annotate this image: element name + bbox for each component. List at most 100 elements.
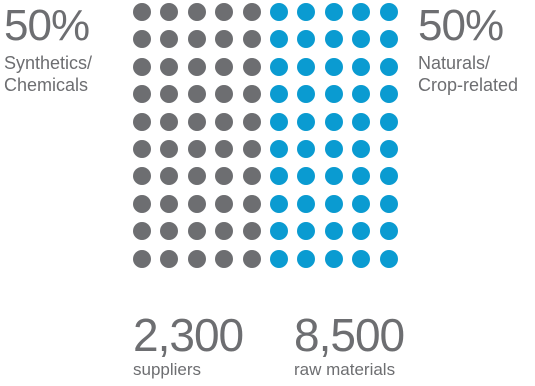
naturals-dot [352,85,371,104]
naturals-dot [352,222,371,241]
synthetics-label-line1: Synthetics/ [4,53,93,73]
synthetics-dot [133,30,151,49]
naturals-dot [379,167,398,186]
naturals-dot [270,194,288,213]
synthetics-dot [215,30,234,49]
synthetics-dot [133,57,151,76]
naturals-label-line1: Naturals/ [418,53,491,73]
synthetics-dot [187,112,206,131]
naturals-dot [324,112,343,131]
naturals-dot [379,140,398,158]
naturals-dot [352,112,371,131]
naturals-dot [270,140,288,158]
synthetics-dot [133,194,151,213]
naturals-dot [352,167,371,186]
synthetics-percent: 50% [4,1,90,50]
synthetics-dot [133,85,151,104]
synthetics-dot [133,249,151,268]
naturals-dot [324,249,343,268]
naturals-dot [297,112,316,131]
naturals-dot [270,222,288,241]
naturals-dot [297,85,316,104]
naturals-dot [324,140,343,158]
synthetics-dot [160,112,179,131]
naturals-dot [352,249,371,268]
synthetics-dot [215,222,234,241]
naturals-dot [270,57,288,76]
synthetics-dot [160,249,179,268]
naturals-dot [379,30,398,49]
synthetics-dot [133,112,151,131]
raw-materials-count-label: raw materials [294,360,396,379]
synthetics-dot [187,85,206,104]
naturals-dot [352,140,371,158]
synthetics-dot [133,3,151,21]
raw-materials-count: 8,500 raw materials [294,309,405,380]
synthetics-dot [133,222,151,241]
naturals-dot [379,222,398,241]
synthetics-dot [160,194,179,213]
naturals-dot [297,30,316,49]
synthetics-dot [160,167,179,186]
synthetics-dot [187,194,206,213]
naturals-dot [352,30,371,49]
naturals-dot [324,3,343,21]
naturals-dot [352,57,371,76]
naturals-dot [352,3,371,21]
synthetics-dot [242,30,261,49]
synthetics-dot [160,30,179,49]
naturals-dot [270,30,288,49]
synthetics-dot [187,30,206,49]
synthetics-dot [242,112,261,131]
naturals-dot [324,57,343,76]
naturals-label-line2: Crop-related [418,75,519,95]
synthetics-stat: 50% Synthetics/ Chemicals [4,0,124,96]
naturals-dot [352,194,371,213]
naturals-dot [379,57,398,76]
synthetics-dot [160,3,179,21]
synthetics-dot [215,57,234,76]
naturals-dot [270,85,288,104]
naturals-dot [324,222,343,241]
naturals-dot [270,112,288,131]
naturals-dot [297,249,316,268]
synthetics-dot [133,140,151,158]
naturals-dot [297,140,316,158]
naturals-dot [270,167,288,186]
synthetics-dot [160,222,179,241]
waffle-chart [133,3,405,275]
synthetics-dot [187,222,206,241]
synthetics-dot [215,194,234,213]
synthetics-dot [160,140,179,158]
synthetics-dot [215,112,234,131]
naturals-dot [379,3,398,21]
synthetics-dot [215,167,234,186]
synthetics-label: Synthetics/ Chemicals [4,52,124,96]
synthetics-dot [242,222,261,241]
raw-materials-count-value: 8,500 [294,309,405,361]
naturals-dot [297,222,316,241]
naturals-dot [297,3,316,21]
naturals-dot [379,249,398,268]
synthetics-dot [242,140,261,158]
naturals-dot [324,30,343,49]
synthetics-dot [215,85,234,104]
synthetics-label-line2: Chemicals [4,75,89,95]
naturals-dot [270,3,288,21]
naturals-dot [297,194,316,213]
naturals-percent: 50% [418,1,504,50]
naturals-dot [379,85,398,104]
synthetics-dot [133,167,151,186]
synthetics-dot [160,85,179,104]
naturals-label: Naturals/ Crop-related [418,52,535,96]
naturals-dot [324,85,343,104]
synthetics-dot [215,140,234,158]
naturals-dot [379,112,398,131]
synthetics-dot [187,249,206,268]
synthetics-dot [215,3,234,21]
synthetics-dot [160,57,179,76]
synthetics-dot [187,167,206,186]
synthetics-dot [215,249,234,268]
naturals-dot [324,167,343,186]
synthetics-dot [242,167,261,186]
